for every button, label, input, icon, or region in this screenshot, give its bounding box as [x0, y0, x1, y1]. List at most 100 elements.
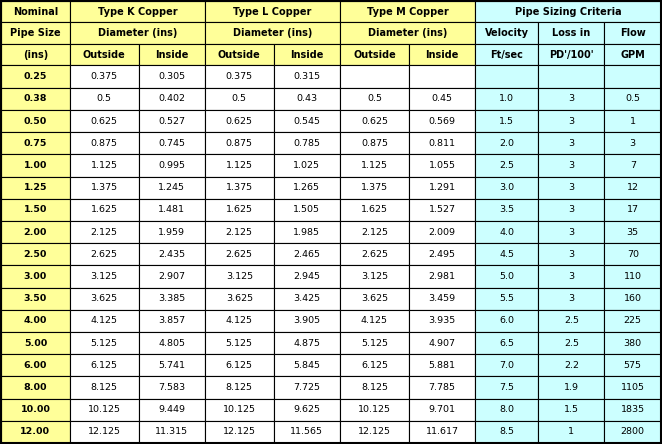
Text: 2.50: 2.50	[24, 250, 47, 259]
Text: 225: 225	[624, 317, 641, 325]
Bar	[1, 266, 70, 288]
Bar	[475, 377, 538, 399]
Text: 0.875: 0.875	[226, 139, 253, 148]
Bar	[70, 155, 138, 177]
Bar	[70, 23, 205, 44]
Bar	[138, 310, 205, 332]
Bar	[475, 221, 538, 243]
Text: 1.375: 1.375	[91, 183, 118, 192]
Text: 0.305: 0.305	[158, 72, 185, 81]
Text: 0.527: 0.527	[158, 116, 185, 126]
Text: Diameter (ins): Diameter (ins)	[233, 28, 312, 38]
Bar	[205, 88, 273, 110]
Text: 4.125: 4.125	[226, 317, 253, 325]
Text: Velocity: Velocity	[485, 28, 529, 38]
Text: 6.00: 6.00	[24, 361, 47, 370]
Bar	[138, 177, 205, 199]
Bar	[70, 177, 138, 199]
Bar	[138, 354, 205, 377]
Text: 0.785: 0.785	[293, 139, 320, 148]
Bar	[409, 377, 475, 399]
Bar	[1, 44, 70, 66]
Text: 7: 7	[630, 161, 636, 170]
Bar	[340, 199, 409, 221]
Text: 6.5: 6.5	[499, 339, 514, 348]
Text: 380: 380	[624, 339, 642, 348]
Text: 7.583: 7.583	[158, 383, 185, 392]
Bar	[475, 132, 538, 155]
Text: Ft/sec: Ft/sec	[490, 50, 523, 60]
Text: Inside: Inside	[155, 50, 189, 60]
Bar	[205, 288, 273, 310]
Text: Pipe Sizing Criteria: Pipe Sizing Criteria	[515, 7, 622, 17]
Text: 3: 3	[568, 227, 575, 237]
Text: Outside: Outside	[83, 50, 126, 60]
Bar	[409, 332, 475, 354]
Bar	[138, 155, 205, 177]
Text: 3.125: 3.125	[91, 272, 118, 281]
Bar	[475, 110, 538, 132]
Bar	[70, 310, 138, 332]
Bar	[138, 377, 205, 399]
Text: 4.805: 4.805	[158, 339, 185, 348]
Text: 1.125: 1.125	[361, 161, 388, 170]
Bar	[273, 155, 340, 177]
Text: Outside: Outside	[218, 50, 261, 60]
Bar	[70, 421, 138, 443]
Bar	[205, 1, 340, 23]
Text: 6.125: 6.125	[91, 361, 118, 370]
Text: 3.459: 3.459	[428, 294, 455, 303]
Text: 10.125: 10.125	[87, 405, 120, 414]
Text: 8.00: 8.00	[24, 383, 47, 392]
Text: 160: 160	[624, 294, 641, 303]
Text: 2.5: 2.5	[499, 161, 514, 170]
Text: 3.125: 3.125	[361, 272, 388, 281]
Bar	[604, 243, 661, 266]
Text: 35: 35	[627, 227, 639, 237]
Bar	[409, 88, 475, 110]
Bar	[475, 177, 538, 199]
Text: 0.38: 0.38	[24, 94, 47, 103]
Bar	[70, 44, 138, 66]
Text: 70: 70	[627, 250, 639, 259]
Text: 3: 3	[568, 183, 575, 192]
Bar	[538, 132, 604, 155]
Text: 0.811: 0.811	[428, 139, 455, 148]
Bar	[340, 377, 409, 399]
Text: 0.745: 0.745	[158, 139, 185, 148]
Text: 7.725: 7.725	[293, 383, 320, 392]
Text: 3.625: 3.625	[226, 294, 253, 303]
Text: 6.0: 6.0	[499, 317, 514, 325]
Text: 1.5: 1.5	[499, 116, 514, 126]
Text: Type K Copper: Type K Copper	[97, 7, 177, 17]
Text: 1835: 1835	[621, 405, 645, 414]
Text: 2.5: 2.5	[564, 339, 579, 348]
Bar	[604, 310, 661, 332]
Bar	[340, 221, 409, 243]
Bar	[1, 243, 70, 266]
Bar	[70, 221, 138, 243]
Text: 2.009: 2.009	[428, 227, 455, 237]
Bar	[409, 199, 475, 221]
Text: 3: 3	[568, 161, 575, 170]
Text: 9.625: 9.625	[293, 405, 320, 414]
Text: Nominal: Nominal	[13, 7, 58, 17]
Text: 5.00: 5.00	[24, 339, 47, 348]
Text: 3.935: 3.935	[428, 317, 455, 325]
Bar	[205, 421, 273, 443]
Text: 8.125: 8.125	[361, 383, 388, 392]
Bar	[273, 377, 340, 399]
Text: 8.5: 8.5	[499, 428, 514, 436]
Bar	[340, 421, 409, 443]
Bar	[475, 66, 538, 88]
Text: 2.465: 2.465	[293, 250, 320, 259]
Bar	[70, 1, 205, 23]
Text: 0.569: 0.569	[428, 116, 455, 126]
Bar	[538, 310, 604, 332]
Text: 0.402: 0.402	[158, 94, 185, 103]
Text: 5.845: 5.845	[293, 361, 320, 370]
Text: 3.0: 3.0	[499, 183, 514, 192]
Text: 1.625: 1.625	[361, 205, 388, 214]
Text: 3: 3	[568, 94, 575, 103]
Text: GPM: GPM	[620, 50, 645, 60]
